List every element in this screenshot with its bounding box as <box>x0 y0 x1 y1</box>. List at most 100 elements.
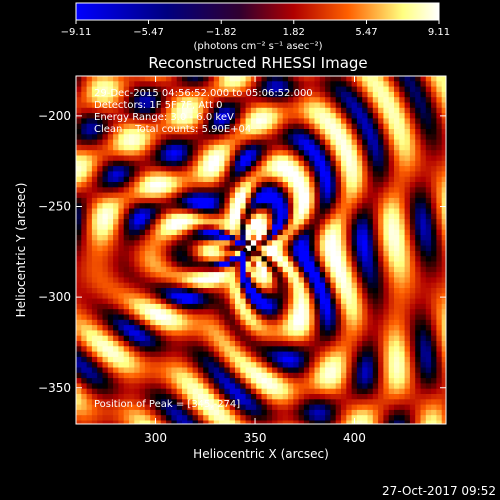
heatmap-cell <box>97 330 103 337</box>
heatmap-cell <box>399 372 405 379</box>
heatmap-cell <box>372 367 379 374</box>
heatmap-cell <box>325 134 331 140</box>
heatmap-cell <box>388 415 395 421</box>
heatmap-cell <box>351 346 358 352</box>
heatmap-cell <box>399 272 405 278</box>
heatmap-cell <box>298 404 305 411</box>
heatmap-cell <box>171 378 178 384</box>
heatmap-cell <box>314 160 321 167</box>
heatmap-cell <box>97 372 103 379</box>
heatmap-cell <box>346 91 352 98</box>
heatmap-cell <box>224 272 231 278</box>
heatmap-cell <box>415 192 421 199</box>
heatmap-cell <box>288 356 294 363</box>
heatmap-cell <box>394 288 400 294</box>
heatmap-cell <box>346 197 352 204</box>
heatmap-cell <box>97 81 103 87</box>
heatmap-cell <box>197 245 204 252</box>
heatmap-cell <box>404 176 411 183</box>
heatmap-cell <box>139 219 146 225</box>
heatmap-cell <box>420 197 427 204</box>
heatmap-cell <box>404 182 411 188</box>
heatmap-cell <box>134 86 140 93</box>
heatmap-cell <box>425 367 432 374</box>
heatmap-cell <box>203 219 209 225</box>
heatmap-cell <box>166 288 172 294</box>
heatmap-cell <box>229 240 236 246</box>
heatmap-cell <box>319 404 326 411</box>
heatmap-cell <box>256 76 262 82</box>
heatmap-cell <box>356 293 363 299</box>
heatmap-cell <box>330 123 337 130</box>
heatmap-cell <box>160 298 167 305</box>
heatmap-cell <box>208 197 215 204</box>
heatmap-cell <box>409 298 416 305</box>
heatmap-cell <box>171 187 178 193</box>
heatmap-cell <box>166 415 172 421</box>
heatmap-cell <box>229 409 236 416</box>
heatmap-cell <box>303 182 310 188</box>
heatmap-cell <box>160 113 167 119</box>
heatmap-cell <box>272 409 278 416</box>
heatmap-cell <box>219 176 225 183</box>
heatmap-cell <box>341 298 347 305</box>
heatmap-cell <box>208 388 215 395</box>
heatmap-cell <box>197 261 204 268</box>
heatmap-cell <box>107 224 114 231</box>
heatmap-cell <box>176 150 183 156</box>
heatmap-cell <box>102 388 109 395</box>
heatmap-cell <box>213 91 220 98</box>
heatmap-cell <box>420 91 427 98</box>
heatmap-cell <box>420 229 427 236</box>
heatmap-cell <box>335 256 342 262</box>
heatmap-cell <box>266 197 273 204</box>
heatmap-cell <box>197 288 204 294</box>
heatmap-cell <box>425 309 432 315</box>
heatmap-cell <box>272 107 278 114</box>
heatmap-cell <box>250 150 257 156</box>
heatmap-cell <box>378 356 384 363</box>
heatmap-cell <box>203 213 209 220</box>
heatmap-cell <box>261 399 268 405</box>
heatmap-cell <box>134 182 140 188</box>
heatmap-cell <box>171 134 178 140</box>
colorbar-tick-label: −9.11 <box>61 27 92 38</box>
heatmap-cell <box>394 372 400 379</box>
heatmap-cell <box>86 388 93 395</box>
heatmap-cell <box>134 107 140 114</box>
heatmap-cell <box>97 187 103 193</box>
heatmap-cell <box>113 335 119 342</box>
heatmap-cell <box>441 277 446 284</box>
heatmap-cell <box>441 378 446 384</box>
heatmap-cell <box>335 378 342 384</box>
heatmap-cell <box>213 76 220 82</box>
heatmap-cell <box>219 261 225 268</box>
heatmap-cell <box>113 76 119 82</box>
heatmap-cell <box>415 388 421 395</box>
heatmap-cell <box>144 346 151 352</box>
heatmap-cell <box>118 118 125 125</box>
heatmap-cell <box>409 388 416 395</box>
heatmap-cell <box>441 86 446 93</box>
heatmap-cell <box>224 341 231 347</box>
heatmap-cell <box>394 319 400 326</box>
heatmap-cell <box>129 245 135 252</box>
heatmap-cell <box>208 256 215 262</box>
heatmap-cell <box>266 341 273 347</box>
heatmap-cell <box>351 372 358 379</box>
heatmap-cell <box>144 415 151 421</box>
heatmap-cell <box>240 256 246 262</box>
heatmap-cell <box>160 155 167 162</box>
heatmap-cell <box>113 367 119 374</box>
heatmap-cell <box>367 367 374 374</box>
heatmap-cell <box>91 219 98 225</box>
heatmap-cell <box>441 144 446 151</box>
heatmap-cell <box>266 378 273 384</box>
heatmap-cell <box>293 91 299 98</box>
heatmap-cell <box>129 118 135 125</box>
heatmap-cell <box>266 144 273 151</box>
heatmap-cell <box>219 171 225 178</box>
heatmap-cell <box>123 372 130 379</box>
heatmap-cell <box>76 171 82 178</box>
heatmap-cell <box>113 420 119 424</box>
